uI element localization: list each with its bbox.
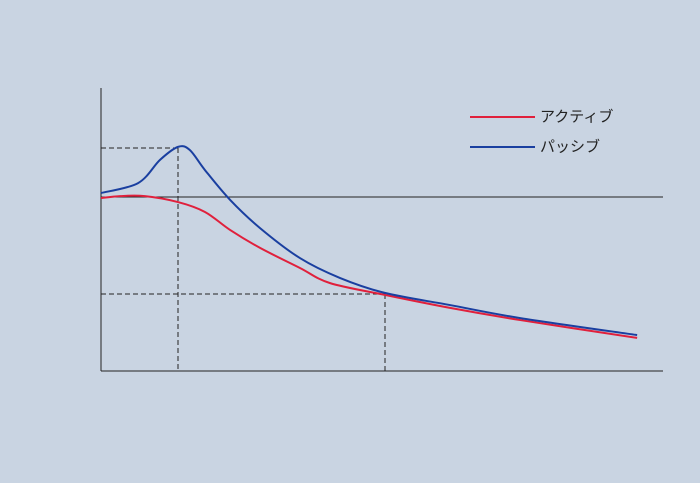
axes	[100, 88, 663, 372]
guides	[101, 147, 386, 371]
series-line	[100, 145, 638, 337]
series-line	[100, 194, 638, 339]
legend-label: パッシブ	[540, 138, 600, 156]
legend-label: アクティブ	[540, 108, 613, 126]
